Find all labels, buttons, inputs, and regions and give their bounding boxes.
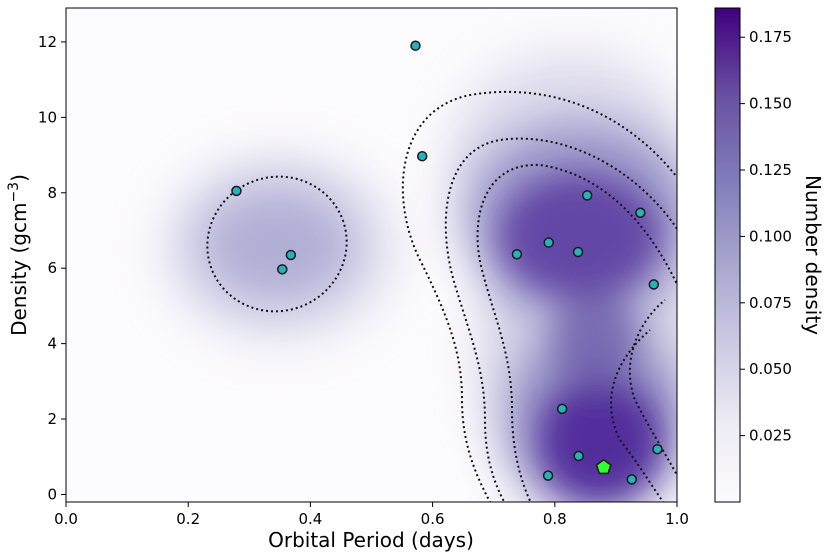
contour-inner-a: [476, 163, 677, 502]
data-point: [511, 248, 523, 260]
contour-outer: [401, 90, 677, 502]
x-tick-label: 0.2: [176, 510, 200, 528]
y-tick-label: 2: [47, 410, 57, 428]
colorbar-title: Number density: [801, 175, 825, 335]
data-point: [572, 246, 584, 258]
data-point: [648, 279, 660, 290]
data-point: [626, 474, 638, 485]
colorbar-axis: 0.025 0.050 0.075 0.100 0.125 0.150 0.175: [740, 28, 792, 445]
density-heatmap: [160, 50, 677, 502]
highlight-point-pentagon: [595, 458, 612, 475]
colorbar-tick-label: 0.025: [749, 427, 792, 445]
data-point: [231, 185, 242, 197]
data-point: [542, 470, 554, 481]
x-axis-title: Orbital Period (days): [268, 528, 474, 552]
x-tick-label: 0.4: [298, 510, 322, 528]
plot-frame: [65, 7, 678, 503]
y-tick-label: 10: [38, 108, 57, 126]
data-points: [231, 40, 663, 485]
data-point: [573, 450, 584, 462]
colorbar-tick-label: 0.125: [749, 161, 792, 179]
colorbar: [714, 7, 741, 503]
y-axis: 0 2 4 6 8 10 12: [38, 33, 66, 503]
data-point: [543, 237, 554, 248]
y-tick-label: 8: [47, 184, 57, 202]
colorbar-tick-label: 0.150: [749, 95, 792, 113]
colorbar-tick-label: 0.075: [749, 294, 792, 312]
x-tick-label: 0.8: [543, 510, 567, 528]
colorbar-tick-label: 0.100: [749, 227, 792, 245]
data-point: [581, 190, 593, 201]
x-axis: 0.0 0.2 0.4 0.6 0.8 1.0: [54, 502, 689, 528]
contour-inner-c: [610, 329, 665, 502]
data-point: [285, 249, 297, 261]
x-tick-label: 1.0: [665, 510, 689, 528]
data-point: [652, 443, 663, 455]
highlight-point-layer: [595, 458, 612, 475]
colorbar-tick-label: 0.050: [749, 360, 792, 378]
y-tick-label: 6: [47, 259, 57, 277]
contour-mid: [444, 137, 677, 502]
data-point: [635, 207, 646, 219]
x-tick-label: 0.0: [54, 510, 78, 528]
contour-lines: [206, 90, 677, 502]
data-point: [410, 40, 421, 51]
y-tick-label: 0: [47, 485, 57, 503]
data-point: [416, 150, 428, 162]
y-tick-label: 4: [47, 335, 57, 353]
contour-left-island: [206, 175, 348, 313]
x-tick-label: 0.6: [421, 510, 445, 528]
data-point: [556, 403, 568, 415]
y-tick-label: 12: [38, 33, 57, 51]
y-axis-title: Density (gcm−3): [6, 174, 31, 336]
colorbar-tick-label: 0.175: [749, 28, 792, 46]
data-point: [277, 264, 288, 275]
